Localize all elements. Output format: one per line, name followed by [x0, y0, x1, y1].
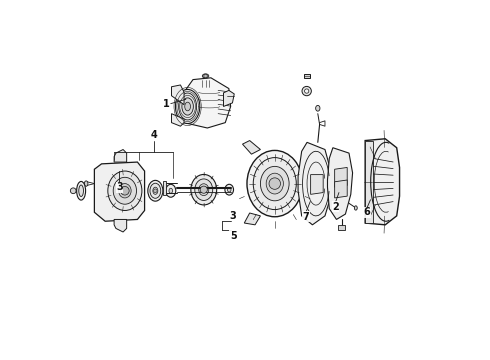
Ellipse shape: [185, 102, 191, 111]
Ellipse shape: [148, 180, 163, 201]
Polygon shape: [335, 167, 347, 187]
Text: 7: 7: [303, 212, 309, 222]
Polygon shape: [95, 162, 145, 221]
Ellipse shape: [225, 184, 234, 195]
Ellipse shape: [119, 184, 131, 198]
Text: 1: 1: [163, 99, 170, 109]
Text: 5: 5: [230, 231, 237, 240]
Circle shape: [204, 74, 207, 78]
Polygon shape: [114, 149, 126, 162]
Polygon shape: [304, 74, 310, 78]
Text: 2: 2: [332, 202, 339, 212]
Circle shape: [304, 89, 309, 93]
Ellipse shape: [113, 177, 137, 204]
Ellipse shape: [166, 184, 176, 197]
Ellipse shape: [150, 183, 161, 198]
Polygon shape: [365, 140, 373, 223]
Ellipse shape: [199, 184, 209, 195]
Ellipse shape: [179, 93, 196, 120]
Ellipse shape: [169, 188, 172, 193]
Polygon shape: [311, 175, 323, 194]
Text: 3: 3: [116, 182, 123, 192]
Circle shape: [269, 178, 280, 189]
Circle shape: [121, 186, 129, 195]
Polygon shape: [114, 220, 126, 232]
Polygon shape: [335, 180, 347, 198]
Ellipse shape: [247, 150, 302, 217]
Ellipse shape: [153, 187, 158, 194]
Polygon shape: [327, 148, 353, 220]
Ellipse shape: [195, 179, 213, 201]
Text: 4: 4: [150, 130, 157, 140]
Polygon shape: [172, 85, 184, 105]
Polygon shape: [172, 114, 184, 126]
Polygon shape: [243, 140, 260, 154]
Ellipse shape: [202, 74, 209, 78]
Text: 6: 6: [364, 207, 370, 217]
Polygon shape: [365, 139, 399, 225]
Ellipse shape: [84, 181, 88, 186]
Polygon shape: [163, 181, 166, 195]
Ellipse shape: [76, 181, 86, 200]
Ellipse shape: [354, 206, 357, 210]
Ellipse shape: [260, 166, 289, 201]
Ellipse shape: [227, 187, 231, 192]
Ellipse shape: [108, 171, 142, 211]
Ellipse shape: [316, 105, 320, 111]
Ellipse shape: [175, 89, 200, 123]
Polygon shape: [245, 213, 260, 225]
Circle shape: [71, 188, 76, 194]
Ellipse shape: [253, 158, 296, 210]
Circle shape: [200, 186, 207, 193]
Circle shape: [153, 189, 157, 193]
Polygon shape: [298, 142, 330, 225]
Polygon shape: [184, 78, 231, 128]
Ellipse shape: [266, 173, 283, 194]
Ellipse shape: [182, 98, 194, 115]
Circle shape: [302, 86, 311, 96]
Polygon shape: [223, 90, 234, 107]
Text: 3: 3: [230, 211, 237, 221]
Ellipse shape: [79, 185, 83, 197]
Polygon shape: [338, 225, 345, 230]
Ellipse shape: [191, 175, 217, 205]
